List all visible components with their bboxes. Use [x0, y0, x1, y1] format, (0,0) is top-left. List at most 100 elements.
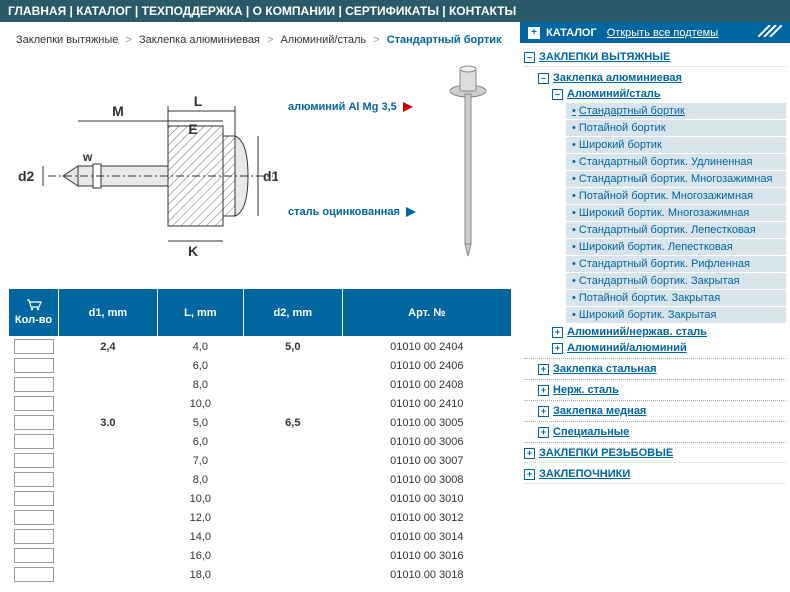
qty-input[interactable]: [14, 529, 54, 544]
cell-L: 18,0: [157, 565, 243, 584]
arrow-blue-icon: [406, 207, 416, 217]
svg-text:d2: d2: [18, 168, 35, 184]
tree-leaf[interactable]: •Потайной бортик: [566, 120, 786, 136]
nav-catalog[interactable]: КАТАЛОГ: [76, 4, 131, 18]
table-row: 8,0 01010 00 2408: [9, 375, 512, 394]
cell-L: 12,0: [157, 508, 243, 527]
qty-input[interactable]: [14, 567, 54, 582]
cell-L: 6,0: [157, 432, 243, 451]
cell-art: 01010 00 3012: [342, 508, 511, 527]
cell-L: 10,0: [157, 489, 243, 508]
cell-d2: 6,5: [243, 413, 342, 432]
tree-sibling[interactable]: +Заклепка медная: [524, 403, 786, 419]
expand-all-icon[interactable]: +: [528, 27, 540, 39]
tree-leaf[interactable]: •Стандартный бортик. Закрытая: [566, 273, 786, 289]
product-table: Кол-во d1, mm L, mm d2, mm Арт. № 2,4 4,…: [8, 288, 512, 584]
tree-sibling[interactable]: +Нерж. сталь: [524, 382, 786, 398]
nav-support[interactable]: ТЕХПОДДЕРЖКА: [142, 4, 243, 18]
qty-input[interactable]: [14, 472, 54, 487]
tree-leaf[interactable]: •Широкий бортик. Лепестковая: [566, 239, 786, 255]
collapse-icon[interactable]: –: [538, 73, 549, 84]
crumb-1[interactable]: Заклепки вытяжные: [16, 34, 118, 46]
qty-input[interactable]: [14, 510, 54, 525]
svg-text:L: L: [194, 93, 203, 109]
category-tree: –ЗАКЛЕПКИ ВЫТЯЖНЫЕ –Заклепка алюминиевая…: [520, 43, 790, 493]
cell-d1: [59, 375, 158, 394]
expand-icon[interactable]: +: [524, 469, 535, 480]
qty-input[interactable]: [14, 358, 54, 373]
tree-aluminum-rivet[interactable]: –Заклепка алюминиевая: [524, 70, 786, 86]
material-callout-2: сталь оцинкованная: [288, 206, 416, 218]
cell-art: 01010 00 3018: [342, 565, 511, 584]
cell-L: 14,0: [157, 527, 243, 546]
collapse-icon[interactable]: –: [552, 89, 563, 100]
table-row: 8,0 01010 00 3008: [9, 470, 512, 489]
tree-leaf[interactable]: •Стандартный бортик. Многозажимная: [566, 171, 786, 187]
breadcrumb: Заклепки вытяжные > Заклепка алюминиевая…: [8, 30, 512, 56]
expand-icon[interactable]: +: [552, 343, 563, 354]
tree-riveters[interactable]: +ЗАКЛЕПОЧНИКИ: [524, 466, 786, 484]
tree-alu-steel[interactable]: –Алюминий/сталь: [524, 86, 786, 102]
tree-leaf[interactable]: •Широкий бортик. Закрытая: [566, 307, 786, 323]
cart-icon: [26, 299, 42, 311]
qty-input[interactable]: [14, 491, 54, 506]
cell-d1: [59, 432, 158, 451]
table-row: 10,0 01010 00 2410: [9, 394, 512, 413]
tree-leaf[interactable]: •Широкий бортик. Многозажимная: [566, 205, 786, 221]
arrow-red-icon: [403, 102, 413, 112]
table-row: 18,0 01010 00 3018: [9, 565, 512, 584]
tree-threaded-rivets[interactable]: +ЗАКЛЕПКИ РЕЗЬБОВЫЕ: [524, 445, 786, 463]
qty-input[interactable]: [14, 396, 54, 411]
catalog-header: + КАТАЛОГ Открыть все подтемы: [520, 22, 790, 43]
tree-leaf[interactable]: •Стандартный бортик. Рифленная: [566, 256, 786, 272]
cell-d1: [59, 527, 158, 546]
cell-d2: [243, 546, 342, 565]
tree-alu-alu[interactable]: +Алюминий/алюминий: [524, 340, 786, 356]
svg-text:w: w: [82, 150, 93, 164]
tree-leaf[interactable]: •Стандартный бортик. Удлиненная: [566, 154, 786, 170]
cell-d2: [243, 565, 342, 584]
cell-d1: [59, 565, 158, 584]
crumb-3[interactable]: Алюминий/сталь: [280, 34, 366, 46]
tree-leaf[interactable]: •Стандартный бортик: [566, 103, 786, 119]
tree-sibling[interactable]: +Заклепка стальная: [524, 361, 786, 377]
tree-leaf[interactable]: •Стандартный бортик. Лепестковая: [566, 222, 786, 238]
tree-alu-stainless[interactable]: +Алюминий/нержав. сталь: [524, 324, 786, 340]
tree-rivets-pull[interactable]: –ЗАКЛЕПКИ ВЫТЯЖНЫЕ: [524, 49, 786, 67]
qty-input[interactable]: [14, 339, 54, 354]
expand-icon[interactable]: +: [552, 327, 563, 338]
expand-icon[interactable]: +: [538, 364, 549, 375]
tree-leaf[interactable]: •Потайной бортик. Многозажимная: [566, 188, 786, 204]
svg-text:K: K: [188, 243, 198, 259]
cell-d1: [59, 546, 158, 565]
tree-leaf[interactable]: •Потайной бортик. Закрытая: [566, 290, 786, 306]
nav-contacts[interactable]: КОНТАКТЫ: [449, 4, 516, 18]
cell-d1: [59, 489, 158, 508]
table-row: 12,0 01010 00 3012: [9, 508, 512, 527]
tree-sibling[interactable]: +Специальные: [524, 424, 786, 440]
open-all-link[interactable]: Открыть все подтемы: [607, 27, 718, 39]
nav-main[interactable]: ГЛАВНАЯ: [8, 4, 66, 18]
expand-icon[interactable]: +: [538, 427, 549, 438]
crumb-2[interactable]: Заклепка алюминиевая: [139, 34, 260, 46]
table-row: 3.0 5,0 6,5 01010 00 3005: [9, 413, 512, 432]
tree-leaf[interactable]: •Широкий бортик: [566, 137, 786, 153]
expand-icon[interactable]: +: [538, 385, 549, 396]
nav-about[interactable]: О КОМПАНИИ: [253, 4, 336, 18]
expand-icon[interactable]: +: [524, 448, 535, 459]
expand-icon[interactable]: +: [538, 406, 549, 417]
top-nav: ГЛАВНАЯ | КАТАЛОГ | ТЕХПОДДЕРЖКА | О КОМ…: [0, 0, 790, 22]
qty-input[interactable]: [14, 453, 54, 468]
qty-input[interactable]: [14, 415, 54, 430]
qty-input[interactable]: [14, 548, 54, 563]
stripes-icon: [758, 25, 782, 40]
table-row: 2,4 4,0 5,0 01010 00 2404: [9, 337, 512, 357]
material-callout-1: алюминий Al Mg 3,5: [288, 101, 413, 113]
svg-text:d1: d1: [263, 168, 278, 184]
collapse-icon[interactable]: –: [524, 52, 535, 63]
cell-art: 01010 00 3008: [342, 470, 511, 489]
qty-input[interactable]: [14, 434, 54, 449]
nav-cert[interactable]: СЕРТИФИКАТЫ: [345, 4, 439, 18]
qty-input[interactable]: [14, 377, 54, 392]
col-d1: d1, mm: [59, 289, 158, 337]
